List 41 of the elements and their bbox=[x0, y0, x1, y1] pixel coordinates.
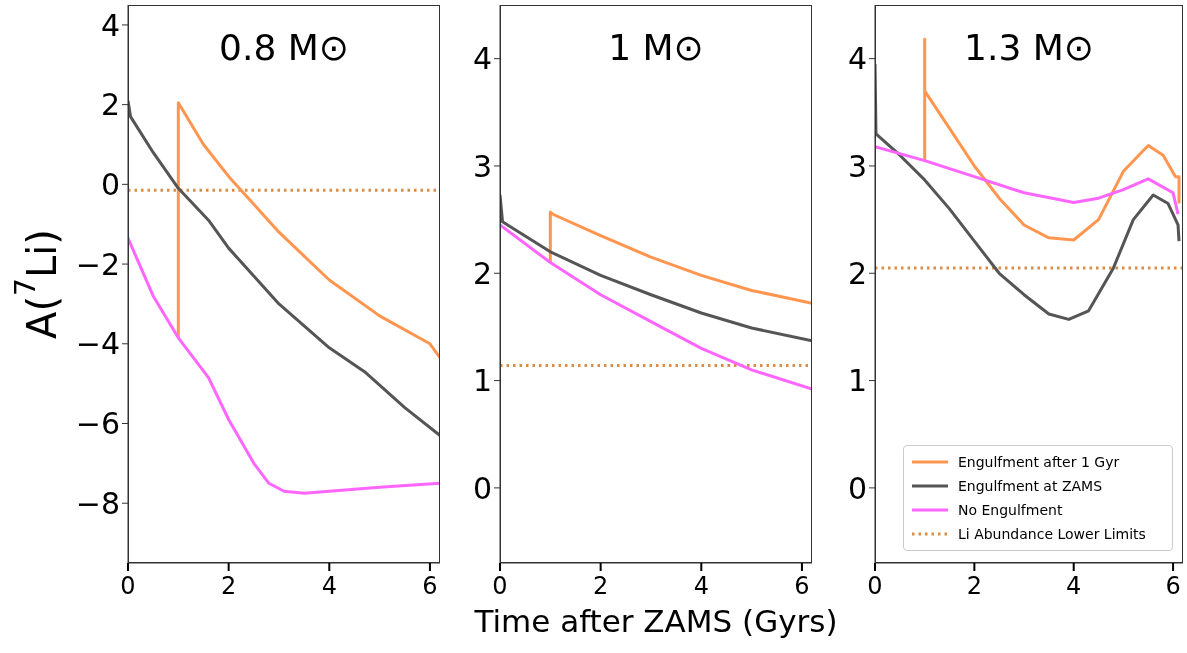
x-tick-label: 2 bbox=[593, 572, 609, 601]
text: 0.8 M⊙ bbox=[218, 27, 350, 68]
legend-label: Engulfment at ZAMS bbox=[958, 478, 1103, 494]
legend-label: No Engulfment bbox=[958, 502, 1063, 518]
y-tick-label: 2 bbox=[847, 255, 867, 291]
y-tick-label: 0 bbox=[847, 470, 867, 506]
y-tick-label: 3 bbox=[847, 148, 867, 184]
x-tick-label: 2 bbox=[221, 572, 237, 601]
line-series bbox=[128, 236, 440, 495]
line-series bbox=[128, 99, 440, 437]
line-series bbox=[875, 145, 1180, 216]
x-tick-label: 6 bbox=[422, 572, 438, 601]
y-tick-label: 4 bbox=[100, 7, 120, 43]
x-tick-label: 4 bbox=[693, 572, 709, 601]
y-tick-label: −8 bbox=[75, 485, 120, 521]
legend-label: Engulfment after 1 Gyr bbox=[958, 454, 1120, 470]
y-tick-label: 3 bbox=[472, 148, 492, 184]
legend-label: Li Abundance Lower Limits bbox=[958, 526, 1146, 542]
y-tick-label: 0 bbox=[100, 167, 120, 203]
y-tick-label: 2 bbox=[472, 255, 492, 291]
y-tick-label: 0 bbox=[472, 470, 492, 506]
y-tick-label: 4 bbox=[472, 41, 492, 77]
x-tick-label: 6 bbox=[794, 572, 810, 601]
y-tick-label: −2 bbox=[75, 246, 120, 282]
x-axis-title: Time after ZAMS (Gyrs) bbox=[473, 603, 839, 639]
x-tick-label: 6 bbox=[1165, 572, 1181, 601]
text: 1 M⊙ bbox=[607, 27, 705, 68]
x-tick-label: 2 bbox=[966, 572, 982, 601]
y-tick-label: −6 bbox=[75, 406, 120, 442]
line-series bbox=[500, 193, 812, 343]
line-series bbox=[176, 101, 440, 360]
text: 1.3 M⊙ bbox=[963, 27, 1095, 68]
y-tick-label: 1 bbox=[472, 363, 492, 399]
line-series bbox=[548, 210, 812, 305]
x-tick-label: 4 bbox=[1066, 572, 1082, 601]
y-tick-label: 4 bbox=[847, 41, 867, 77]
y-tick-label: −4 bbox=[75, 326, 120, 362]
y-tick-label: 1 bbox=[847, 363, 867, 399]
y-tick-label: 2 bbox=[100, 87, 120, 123]
x-tick-label: 4 bbox=[321, 572, 337, 601]
line-series bbox=[500, 223, 812, 391]
